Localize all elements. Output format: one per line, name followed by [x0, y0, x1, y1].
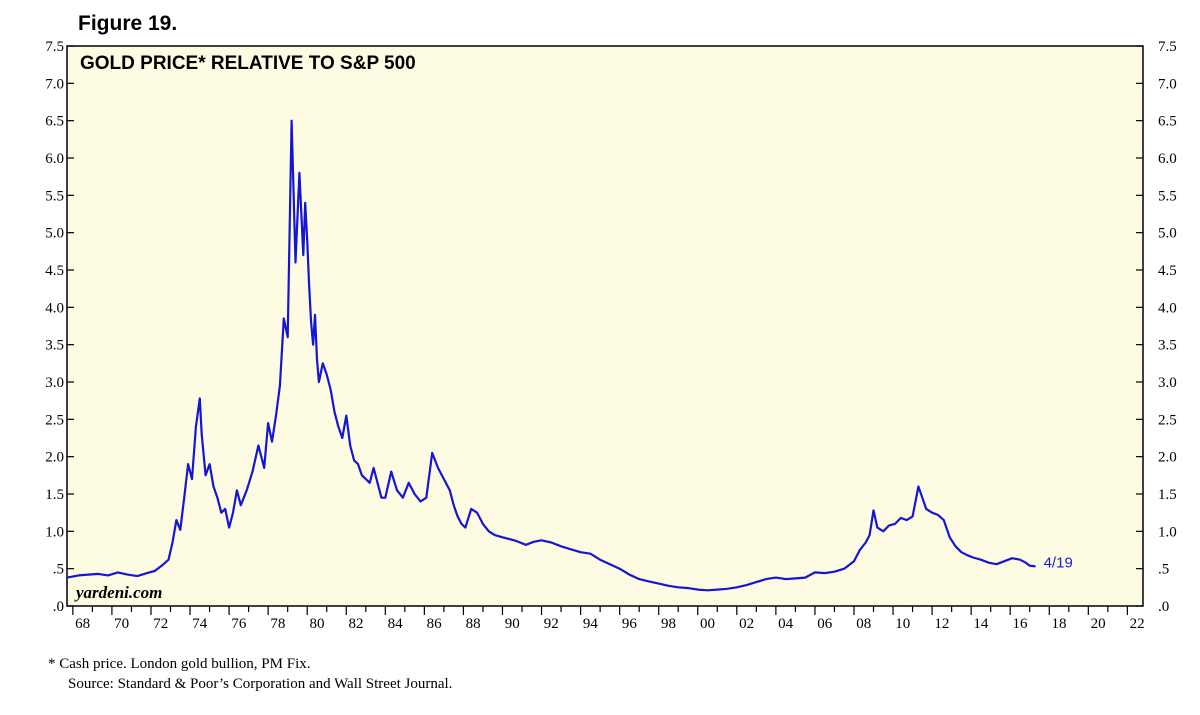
x-tick-label: 08: [856, 616, 871, 632]
y-tick-label-left: 6.5: [45, 114, 64, 130]
x-tick-label: 22: [1130, 616, 1145, 632]
y-tick-label-left: 4.5: [45, 263, 64, 279]
x-tick-label: 84: [388, 616, 404, 632]
y-tick-label-right: 6.5: [1158, 114, 1177, 130]
y-tick-label-right: 7.0: [1158, 76, 1177, 92]
end-label: 4/19: [1044, 554, 1073, 571]
y-tick-label-right: 4.5: [1158, 263, 1177, 279]
y-tick-label-left: .0: [53, 599, 64, 615]
y-tick-label-right: 4.0: [1158, 300, 1177, 316]
footnote-cash-price: * Cash price. London gold bullion, PM Fi…: [48, 656, 311, 672]
x-tick-label: 02: [739, 616, 754, 632]
y-tick-label-left: 5.0: [45, 226, 64, 242]
watermark-yardeni: yardeni.com: [74, 583, 162, 602]
y-tick-label-right: 7.5: [1158, 39, 1177, 55]
x-tick-label: 86: [427, 616, 443, 632]
y-tick-label-right: 5.0: [1158, 226, 1177, 242]
x-tick-label: 16: [1012, 616, 1028, 632]
y-tick-label-left: 4.0: [45, 300, 64, 316]
chart-title: GOLD PRICE* RELATIVE TO S&P 500: [80, 53, 416, 74]
y-tick-label-right: 1.0: [1158, 524, 1177, 540]
x-tick-label: 74: [192, 616, 208, 632]
y-tick-label-left: 6.0: [45, 151, 64, 167]
x-tick-label: 18: [1052, 616, 1067, 632]
y-tick-label-left: 7.0: [45, 76, 64, 92]
y-tick-label-right: 1.5: [1158, 487, 1177, 503]
y-tick-label-left: .5: [53, 562, 64, 578]
y-tick-label-right: 3.0: [1158, 375, 1177, 391]
x-tick-label: 12: [934, 616, 949, 632]
y-axis-right: .0 .5 1.0 1.5 2.0 2.5 3.0 3.5 4.0 4.5 5.0 5.5 6.0 6.5…: [1136, 39, 1177, 615]
x-tick-label: 88: [466, 616, 481, 632]
y-tick-label-left: 5.5: [45, 188, 64, 204]
y-tick-label-left: 3.5: [45, 338, 64, 354]
y-tick-label-left: 2.5: [45, 412, 64, 428]
y-tick-label-left: 1.5: [45, 487, 64, 503]
x-tick-label: 98: [661, 616, 676, 632]
x-tick-label: 14: [973, 616, 989, 632]
x-tick-label: 00: [700, 616, 715, 632]
y-tick-label-right: .5: [1158, 562, 1169, 578]
x-tick-label: 68: [75, 616, 90, 632]
plot-area: [66, 45, 1144, 607]
x-tick-label: 10: [895, 616, 910, 632]
x-tick-label: 92: [544, 616, 559, 632]
y-tick-label-left: 1.0: [45, 524, 64, 540]
y-tick-label-left: 7.5: [45, 39, 64, 55]
y-tick-label-right: 2.0: [1158, 450, 1177, 466]
x-tick-label: 82: [349, 616, 364, 632]
x-tick-label: 70: [114, 616, 129, 632]
x-tick-label: 96: [622, 616, 638, 632]
x-tick-label: 78: [270, 616, 285, 632]
x-tick-label: 06: [817, 616, 833, 632]
y-axis-left: .0 .5 1.0 1.5 2.0 2.5 3.0 3.5 4.0 4.5 5.0 5.5 6.0 6.5…: [45, 39, 74, 615]
x-tick-label: 94: [583, 616, 599, 632]
y-tick-label-left: 2.0: [45, 450, 64, 466]
series-line-gold-sp500-ratio: [66, 119, 1036, 592]
x-tick-label: 72: [153, 616, 168, 632]
y-tick-label-right: 3.5: [1158, 338, 1177, 354]
y-tick-label-left: 3.0: [45, 375, 64, 391]
y-tick-label-right: .0: [1158, 599, 1169, 615]
y-tick-label-right: 5.5: [1158, 188, 1177, 204]
x-tick-label: 20: [1091, 616, 1106, 632]
figure-label: Figure 19.: [78, 12, 177, 35]
x-tick-label: 76: [231, 616, 247, 632]
y-tick-label-right: 2.5: [1158, 412, 1177, 428]
y-tick-label-right: 6.0: [1158, 151, 1177, 167]
x-axis: 68 70 72 74 76 78 80 82 84 86 88 90 92 94 96 98 00 02 04 06…: [72, 606, 1145, 632]
x-tick-label: 90: [505, 616, 520, 632]
x-tick-label: 04: [778, 616, 794, 632]
x-tick-label: 80: [309, 616, 324, 632]
footnote-source: Source: Standard & Poor’s Corporation an…: [68, 676, 452, 692]
